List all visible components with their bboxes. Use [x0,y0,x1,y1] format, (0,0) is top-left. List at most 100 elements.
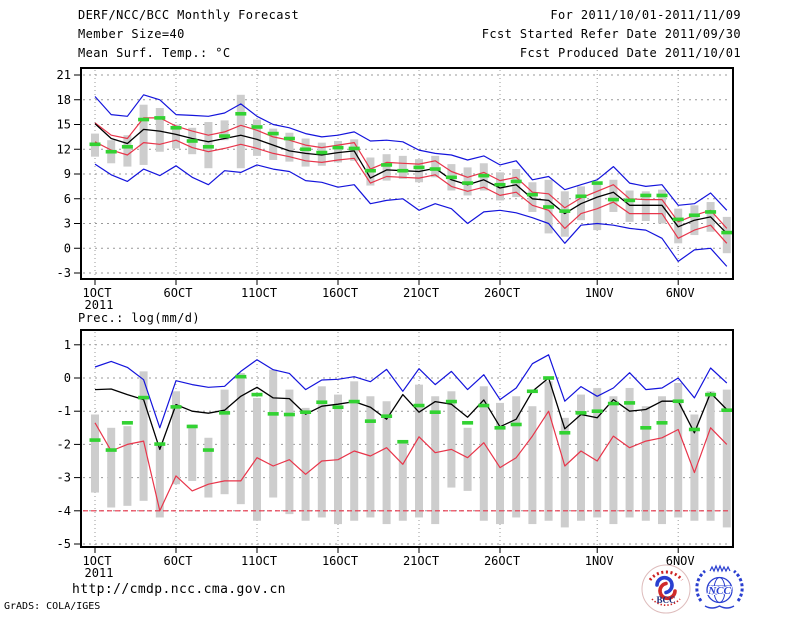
green-dash-marker [202,144,214,149]
y-tick-label: 1 [64,338,71,352]
green-dash-marker [138,117,150,122]
green-dash-marker [348,146,360,151]
series-upper-quartile [94,117,728,229]
x-tick-label: 6NOV [666,554,695,568]
ncc-logo-sunburst [709,564,731,573]
green-dash-marker [235,374,247,379]
y-tick-label: 0 [64,371,71,385]
green-dash-marker [121,421,133,425]
obs-markers [89,374,733,452]
green-dash-marker [186,424,198,429]
spread-bar [91,414,99,493]
x-tick-label: 16OCT [322,554,358,568]
green-dash-marker [219,411,231,415]
green-dash-marker [89,142,101,147]
y-tick-label: -5 [57,537,71,551]
green-dash-marker [656,421,668,425]
green-dash-marker [413,165,425,170]
x-tick-label: 1NOV [585,554,614,568]
spread-bars [91,369,731,528]
spread-bar [107,427,116,508]
spread-bar [625,190,634,222]
green-dash-marker [624,401,636,405]
y-tick-label: -2 [57,437,71,451]
spread-bar [658,189,666,224]
series-ensemble-mean [94,377,728,451]
spread-bar [139,104,148,165]
green-dash-marker [543,376,555,380]
bcc-logo: BCC [641,564,691,614]
green-dash-marker [300,147,312,152]
spread-bar [528,406,537,525]
green-dash-marker [672,217,684,222]
spread-bar [722,216,731,254]
spread-bar [641,191,650,222]
ncc-logo-emblem [695,564,744,609]
spread-bar [155,108,164,152]
spread-bar [722,389,731,528]
y-tick-label: -3 [57,471,71,485]
green-dash-marker [251,125,263,129]
green-dash-marker [186,139,198,143]
green-dash-marker [316,400,328,405]
series-ensemble-min [94,410,728,512]
green-dash-marker [267,412,279,416]
grid [83,70,731,277]
green-dash-marker [543,205,555,209]
spread-bar [123,426,132,506]
green-dash-marker [494,426,506,430]
spread-bar [382,154,391,181]
source-url: http://cmdp.ncc.cma.gov.cn [72,582,286,597]
spread-bar [496,402,504,525]
x-tick-label: 26OCT [484,554,520,568]
spread-bar [253,397,261,521]
x-tick-label: 1OCT [83,286,112,300]
green-dash-marker [283,412,295,417]
spread-bar [609,396,618,525]
green-dash-marker [138,395,150,400]
green-dash-marker [235,111,247,116]
grid [83,332,731,545]
spread-bar [220,120,229,141]
x-tick-label: 11OCT [241,554,277,568]
spread-bar [236,373,245,505]
spread-bar [577,394,585,521]
spread-bar [431,396,440,525]
produced-date-label: Fcst Produced Date 2011/10/01 [519,46,741,60]
chart-frame [80,329,734,548]
spread-bar [285,132,294,162]
green-dash-marker [591,181,603,185]
spread-bar [155,444,164,518]
spread-bar [269,369,278,498]
spread-bar [123,135,132,167]
x-tick-label: 21OCT [403,286,439,300]
green-dash-marker [283,136,295,141]
forecast-range-label: For 2011/10/01-2011/11/09 [550,8,741,22]
spread-bar [172,391,180,485]
series-ensemble-max [94,94,728,211]
spread-bar [366,396,375,518]
series-lines [94,94,728,267]
ncc-logo-label: NCC [707,585,731,597]
ncc-logo-waves [704,605,735,609]
green-dash-marker [688,427,700,432]
green-dash-marker [721,230,733,235]
green-dash-marker [575,411,587,415]
green-dash-marker [575,194,587,199]
green-dash-marker [510,179,522,184]
green-dash-marker [494,182,506,187]
spread-bar [674,382,683,518]
spread-bar [269,128,278,160]
spread-bar [447,391,456,488]
spread-bar [301,138,310,167]
x-tick-year-label: 2011 [85,566,114,580]
x-tick-label: 11OCT [241,286,277,300]
y-tick-label: 12 [57,142,71,156]
green-dash-marker [478,403,490,408]
green-dash-marker [381,163,393,167]
y-tick-label: 0 [64,241,71,255]
spread-bar [544,381,553,521]
green-dash-marker [705,392,717,397]
